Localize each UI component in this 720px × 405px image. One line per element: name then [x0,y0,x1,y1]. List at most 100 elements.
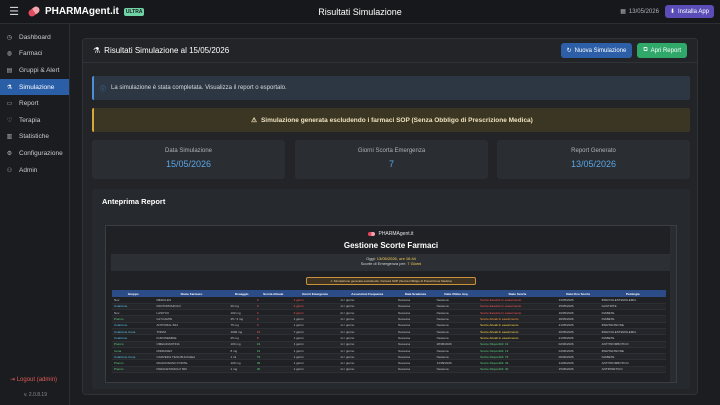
table-row: Cena MIDRANEX 8 mg 19 1 giorni 1x / giorno Nes… [112,347,666,355]
table-header: Dosaggio [228,290,255,297]
table-cell: 09/06/2026 [556,353,600,361]
table-row: Colazione ANTIVIRAL B12 75 mg 0 1 giorni 1x /… [112,322,666,330]
table-cell: Scorte Attuali In esaurimento [478,322,557,330]
table-cell: Scorte Esaurite In esaurimento [478,309,557,317]
sidebar-item-dashboard[interactable]: ◷ Dashboard [0,29,69,46]
table-cell: 18/05/2026 [556,315,600,323]
table-cell: Colazione Cena [112,353,155,361]
install-app-button[interactable]: ⬇ Installa App [664,5,714,18]
pill-icon: ◍ [6,51,13,58]
table-cell: 20 mg [228,303,255,311]
plan-badge: ULTRA [123,7,145,16]
table-cell: ANTIPIRETICO [599,366,666,374]
report-preview: Anteprima Report PHARMAgent.it Gestione … [92,189,690,389]
calendar-icon: ▦ [620,9,626,15]
logout-button[interactable]: ⇥ Logout (admin) [10,376,57,383]
table-cell: Nessuna [434,309,479,317]
table-cell: 8 [254,334,292,342]
download-icon: ⬇ [669,9,675,15]
sidebar-item-statistiche[interactable]: ▥ Statistiche [0,129,69,146]
info-alert-text: La simulazione è stata completata. Visua… [111,85,287,91]
sidebar-item-farmaci[interactable]: ◍ Farmaci [0,46,69,63]
table-cell: Nessuna [396,366,435,374]
table-cell: 1 giorni [291,322,339,330]
sidebar-item-admin[interactable]: ⚇ Admin [0,162,69,179]
stat-value: 7 [388,159,394,169]
current-date: ▦ 13/05/2026 [620,8,659,16]
table-cell: 0 [254,322,292,330]
table-cell: 2 giorni [291,303,339,311]
table-cell: GLYCAMIN [154,315,229,323]
brand-name: PHARMAgent.it [45,6,119,17]
table-cell: Nessuna [396,341,435,348]
stat-emergency-days: Giorni Scorta Emergenza 7 [295,140,488,179]
table-cell: Nessuna [396,347,435,355]
table-cell: 1x / giorno [338,347,397,355]
pill-logo-icon [368,232,376,236]
new-simulation-button[interactable]: ↻ Nuova Simulazione [560,43,633,58]
table-cell: 1 mg [228,366,255,374]
table-cell: Nessuna [434,297,479,304]
date-text: 13/05/2026 [628,8,659,15]
external-link-icon: ⧉ [643,47,648,53]
sidebar-item-label: Simulazione [19,83,55,91]
table-header: Gruppo [112,290,155,297]
menu-icon[interactable]: ☰ [9,6,19,18]
sidebar: ◷ Dashboard ◍ Farmaci ▤ Gruppi & Alert ⚗ Simula… [0,24,70,405]
warning-alert-text: Simulazione generata escludendo i farmac… [260,116,533,124]
table-cell: 25 / 3 mg [228,315,255,323]
chart-icon: ▥ [6,134,13,141]
table-cell: 28/06/2026 [434,341,479,348]
table-cell: 15/05/2026 [556,303,600,311]
refresh-icon: ↻ [566,48,572,54]
sidebar-item-label: Farmaci [19,50,43,58]
table-cell: 1x / giorno [338,334,397,342]
sidebar-item-terapia[interactable]: ♡ Terapia [0,112,69,129]
preview-title: Anteprima Report [102,197,166,206]
table-cell: GASTRITE [599,303,666,311]
report-frame[interactable]: PHARMAgent.it Gestione Scorte Farmaci Og… [105,225,677,383]
table-cell: Scorte Disponibili: 30 [478,366,557,374]
table-cell: 30 [254,366,292,374]
table-cell: Scorte Disponibili: 19 [478,341,557,348]
open-report-button[interactable]: ⧉ Apri Report [637,43,687,58]
table-cell: Pranzo [112,315,155,323]
table-cell: 1 giorni [291,366,339,374]
sidebar-item-simulazione[interactable]: ⚗ Simulazione [0,78,69,96]
table-cell: IPERTENSIONE [599,347,666,355]
table-header: Nome Farmaco [154,290,229,297]
table-cell: Nessuna [396,353,435,361]
table-header: Assunzioni Frequenza [338,290,397,297]
logout-label: Logout (admin) [16,377,58,383]
stat-simulation-date: Data Simulazione 15/05/2026 [92,140,285,179]
sidebar-item-report[interactable]: ▭ Report [0,95,69,112]
app-logo[interactable]: PHARMAgent.it ULTRA [27,5,145,18]
report-brand: PHARMAgent.it [378,231,414,237]
table-cell: 3 [254,309,292,317]
sidebar-item-label: Report [19,100,39,108]
table-cell: DIABETE [599,309,666,317]
table-cell: Cena [112,347,155,355]
table-cell: DIABETE [599,353,666,361]
sidebar-item-configurazione[interactable]: ⚙ Configurazione [0,145,69,162]
table-cell: 21/05/2026 [556,322,600,330]
table-cell: 1 ml [228,353,255,361]
table-cell: CARVEDIL TEVA BIJUCHEA [154,353,229,361]
table-cell: 75 mg [228,322,255,330]
table-row: Colazione Cena TOKIM 1000 mg 10 7 giorni 1x /… [112,328,666,336]
table-cell: Nessuna [396,334,435,342]
sidebar-item-gruppi-alert[interactable]: ▤ Gruppi & Alert [0,62,69,79]
table-cell: 79 [254,353,292,361]
table-cell: 1x / giorno [338,341,397,348]
table-cell: Nessuna [396,359,435,367]
table-cell: 1x / giorno [338,297,397,304]
table-cell: 0 [254,315,292,323]
table-cell: PANTOPRAZOLO [154,303,229,311]
logout-icon: ⇥ [10,377,16,383]
report-scrollbar[interactable] [670,226,676,382]
table-cell: Nessuna [434,328,479,336]
emergency-label: Scorte di Emergenza per: [360,261,407,266]
table-cell: 100 mg [228,359,255,367]
emergency-value: 7 Giorni [407,261,422,266]
today-label: Oggi: [366,256,376,261]
